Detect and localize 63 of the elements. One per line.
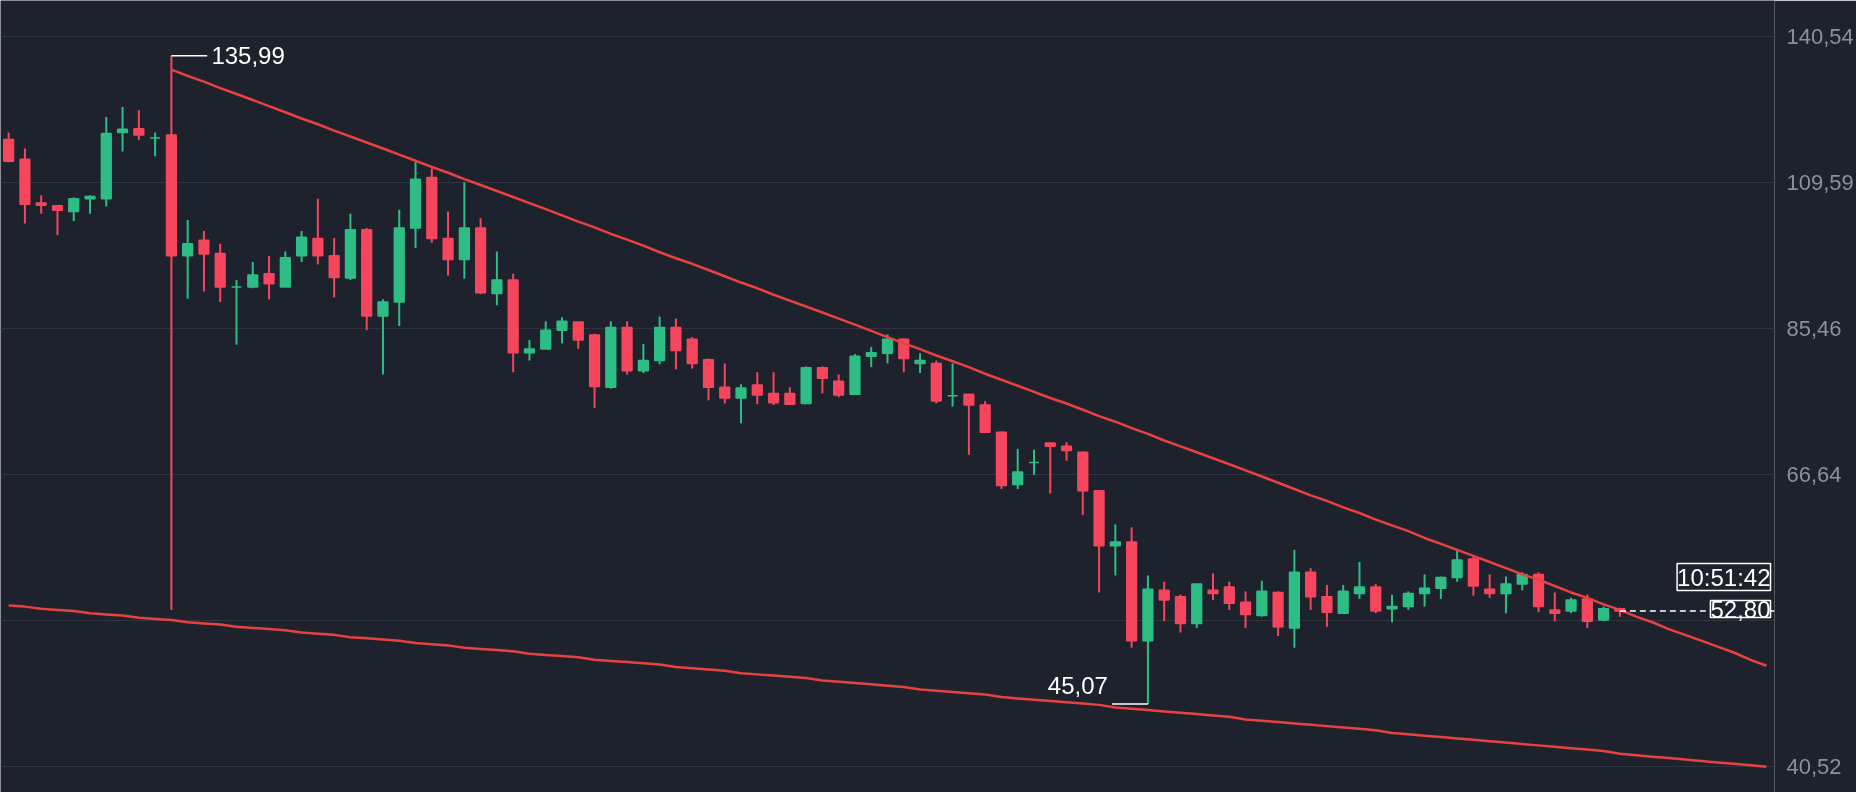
candlestick — [230, 279, 243, 346]
candlestick — [963, 393, 975, 456]
candlestick — [442, 210, 454, 277]
candlestick — [1223, 580, 1235, 611]
candlestick — [1321, 583, 1333, 628]
candlestick — [946, 362, 959, 408]
candlestick — [1028, 448, 1040, 476]
candlestick — [247, 260, 259, 290]
annotation: 45,07 — [1047, 672, 1108, 700]
candlestick — [1239, 590, 1252, 629]
candlestick — [670, 317, 682, 371]
candlestick — [51, 204, 64, 236]
candlestick — [523, 338, 536, 362]
candlestick — [816, 365, 829, 395]
line-series — [170, 68, 1768, 668]
candlestick — [1353, 561, 1366, 600]
y-tick-label: 140,54 — [1786, 23, 1854, 49]
candlestick — [1207, 572, 1219, 602]
annotation: 135,99 — [211, 42, 285, 70]
candlestick — [263, 254, 275, 301]
candlestick — [1418, 573, 1431, 608]
candlestick — [1044, 442, 1056, 495]
candlestick — [1337, 583, 1349, 615]
candlestick — [572, 320, 584, 351]
candlestick — [1158, 580, 1170, 623]
candlestick — [1484, 573, 1496, 599]
candlestick — [491, 250, 503, 307]
candlestick — [1370, 582, 1382, 615]
y-tick-label: 40,52 — [1786, 753, 1842, 779]
candlestick — [556, 316, 568, 345]
candlestick — [182, 218, 194, 300]
y-tick-label: 109,59 — [1786, 169, 1854, 195]
candlestick — [328, 236, 340, 299]
candlestick — [719, 362, 731, 405]
y-tick-label: 85,46 — [1786, 315, 1842, 341]
candlestick — [833, 373, 845, 399]
candlestick — [35, 194, 47, 215]
candlestick — [1500, 575, 1512, 615]
candlestick — [1109, 523, 1121, 577]
candlestick — [295, 229, 308, 263]
candlestick — [3, 131, 15, 164]
candlestick — [767, 371, 780, 407]
candlestick — [1012, 447, 1024, 491]
candlestick — [865, 345, 877, 369]
candlestick — [751, 371, 763, 406]
y-tick-label: 66,64 — [1786, 461, 1842, 487]
candlestick — [84, 194, 96, 215]
candlestick — [1581, 593, 1593, 629]
candlestick — [1386, 593, 1398, 624]
candlestick — [540, 320, 552, 351]
candlestick — [116, 106, 129, 153]
candlestick — [1402, 590, 1414, 611]
candlestick — [198, 229, 210, 293]
candlestick — [377, 298, 389, 376]
candlestick — [133, 109, 145, 141]
candlestick — [735, 383, 747, 425]
annotation: 10:51:42 — [1677, 563, 1771, 591]
candlestick — [881, 333, 894, 365]
candlestick — [1549, 591, 1561, 623]
candlestick — [914, 352, 926, 375]
candlestick — [149, 131, 161, 158]
candlestick — [312, 197, 324, 266]
candlestick — [637, 343, 649, 375]
